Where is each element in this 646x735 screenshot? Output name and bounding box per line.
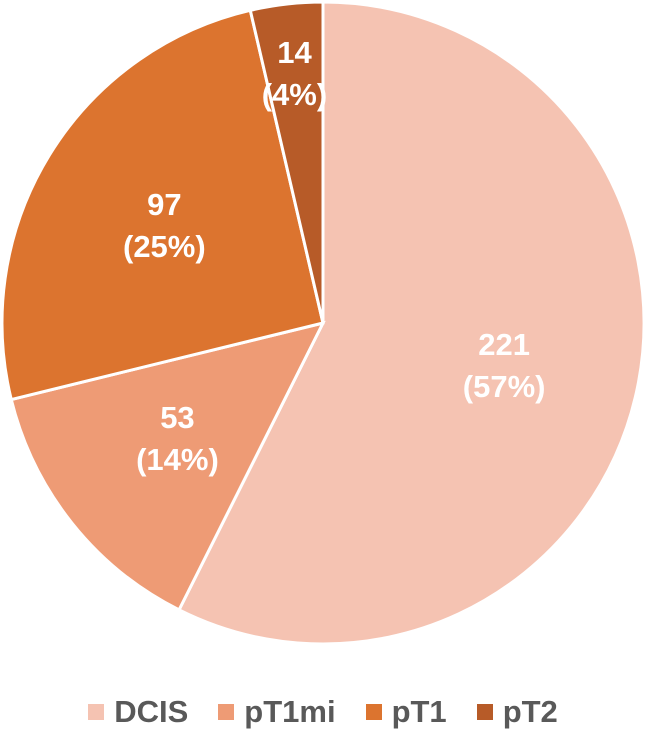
legend-label: pT2 xyxy=(502,694,558,729)
legend-swatch xyxy=(218,704,235,720)
legend-label: DCIS xyxy=(114,694,189,729)
legend-item: pT1 xyxy=(365,694,447,730)
legend-label: pT1 xyxy=(391,694,447,729)
data-label: 221 (57%) xyxy=(462,326,546,404)
pie-slice xyxy=(177,0,646,646)
legend-item: pT2 xyxy=(476,694,558,730)
legend-swatch xyxy=(88,704,105,720)
pie-slice xyxy=(248,0,325,324)
chart xyxy=(0,0,646,646)
pie-slice xyxy=(0,8,325,402)
data-label: 53 (14%) xyxy=(136,400,219,478)
data-label: 97 (25%) xyxy=(122,186,206,264)
pie-slice xyxy=(9,320,326,612)
legend-item: DCIS xyxy=(88,694,188,730)
data-label: 14 (4%) xyxy=(261,35,328,113)
legend-item: pT1mi xyxy=(218,694,336,730)
legend-label: pT1mi xyxy=(244,694,336,729)
legend-swatch xyxy=(476,704,493,720)
legend: DCIS pT1mi pT1 pT2 xyxy=(0,694,646,730)
legend-swatch xyxy=(365,704,382,720)
